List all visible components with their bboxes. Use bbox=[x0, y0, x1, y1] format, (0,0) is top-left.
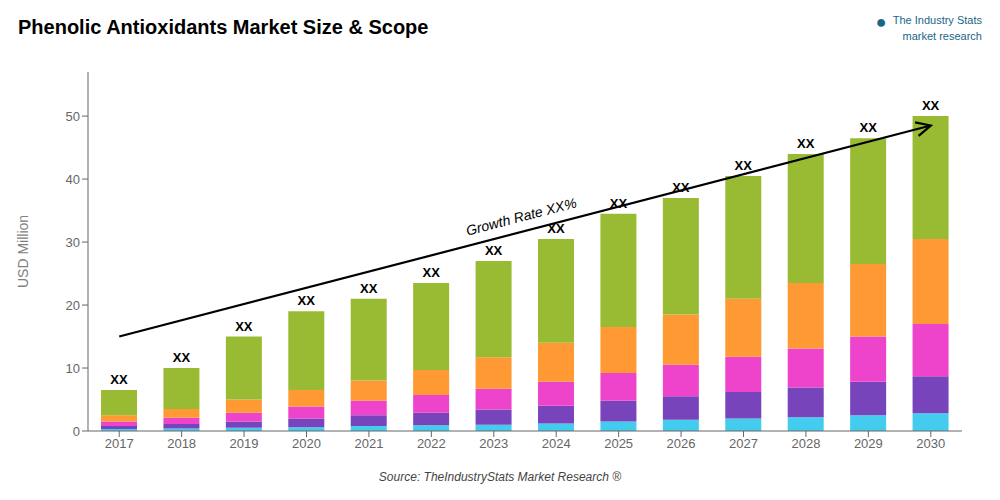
svg-text:2028: 2028 bbox=[791, 436, 820, 451]
svg-text:0: 0 bbox=[73, 424, 80, 439]
svg-text:XX: XX bbox=[610, 196, 628, 211]
svg-text:2017: 2017 bbox=[105, 436, 134, 451]
svg-text:XX: XX bbox=[235, 319, 253, 334]
svg-text:20: 20 bbox=[66, 298, 80, 313]
svg-text:XX: XX bbox=[922, 98, 940, 113]
svg-text:XX: XX bbox=[735, 158, 753, 173]
svg-text:XX: XX bbox=[485, 243, 503, 258]
svg-text:XX: XX bbox=[298, 293, 316, 308]
svg-text:2018: 2018 bbox=[167, 436, 196, 451]
svg-text:XX: XX bbox=[360, 281, 378, 296]
svg-text:XX: XX bbox=[422, 265, 440, 280]
svg-text:XX: XX bbox=[859, 120, 877, 135]
html-text:● The Industry Stats: ● The Industry Stats bbox=[875, 12, 982, 32]
svg-text:2022: 2022 bbox=[417, 436, 446, 451]
svg-text:10: 10 bbox=[66, 361, 80, 376]
svg-text:XX: XX bbox=[547, 221, 565, 236]
svg-text:Growth Rate XX%: Growth Rate XX% bbox=[464, 194, 578, 238]
svg-text:2026: 2026 bbox=[667, 436, 696, 451]
svg-text:2024: 2024 bbox=[542, 436, 571, 451]
svg-text:2029: 2029 bbox=[854, 436, 883, 451]
svg-text:XX: XX bbox=[797, 136, 815, 151]
svg-text:2030: 2030 bbox=[916, 436, 945, 451]
svg-text:2021: 2021 bbox=[354, 436, 383, 451]
svg-text:40: 40 bbox=[66, 172, 80, 187]
svg-text:XX: XX bbox=[672, 180, 690, 195]
svg-text:USD Million: USD Million bbox=[15, 215, 31, 288]
svg-text:2027: 2027 bbox=[729, 436, 758, 451]
svg-text:XX: XX bbox=[110, 372, 128, 387]
html-text:Source: TheIndustryStats Marke: Source: TheIndustryStats Market Research… bbox=[378, 470, 622, 484]
svg-text:2020: 2020 bbox=[292, 436, 321, 451]
svg-text:2019: 2019 bbox=[230, 436, 259, 451]
svg-text:30: 30 bbox=[66, 235, 80, 250]
html-text:market research: market research bbox=[902, 30, 982, 42]
svg-text:2025: 2025 bbox=[604, 436, 633, 451]
svg-text:50: 50 bbox=[66, 109, 80, 124]
svg-text:XX: XX bbox=[173, 350, 191, 365]
html-text:Phenolic Antioxidants Market S: Phenolic Antioxidants Market Size & Scop… bbox=[18, 16, 429, 38]
svg-text:2023: 2023 bbox=[479, 436, 508, 451]
